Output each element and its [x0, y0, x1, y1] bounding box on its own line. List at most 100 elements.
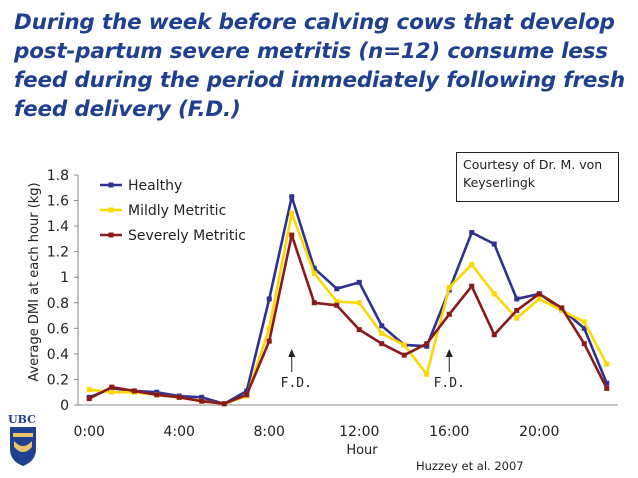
data-point [199, 394, 205, 400]
data-point [109, 384, 115, 390]
fd-arrow-head [445, 349, 453, 357]
data-point [424, 341, 430, 347]
data-point [559, 305, 565, 311]
legend-label: Mildly Metritic [128, 203, 226, 219]
legend-swatch-marker [108, 232, 114, 238]
data-point [581, 319, 587, 325]
data-point [514, 296, 520, 302]
data-point [379, 341, 385, 347]
data-point [514, 315, 520, 321]
series-severely-metritic [86, 232, 610, 407]
fd-annotation-label: F.D. [281, 376, 312, 391]
data-point [536, 296, 542, 302]
y-tick-label: 0.6 [47, 321, 69, 337]
data-point [356, 279, 362, 285]
data-point [581, 341, 587, 347]
data-point [469, 283, 475, 289]
data-point [559, 307, 565, 313]
x-tick-label: 16:00 [429, 424, 469, 440]
series-line [88, 233, 608, 406]
data-point [334, 299, 340, 304]
data-point [446, 311, 452, 317]
x-tick-label: 12:00 [339, 424, 379, 440]
data-point [514, 307, 520, 313]
data-point [311, 270, 317, 276]
data-point [86, 387, 92, 393]
data-point [491, 332, 497, 338]
data-point [176, 394, 182, 400]
courtesy-line-2: Keyserlingk [463, 175, 536, 190]
y-tick-label: 0 [60, 398, 69, 414]
y-axis-title: Average DMI at each hour (kg) [27, 182, 42, 381]
x-tick-label: 20:00 [519, 424, 559, 440]
data-point [401, 352, 407, 358]
y-tick-label: 1.6 [47, 194, 69, 210]
data-point [289, 232, 295, 238]
data-point [199, 398, 205, 404]
x-axis-title: Hour [346, 443, 378, 458]
data-point [604, 385, 610, 391]
data-point [424, 371, 430, 377]
data-point [424, 343, 430, 349]
slide-title: During the week before calving cows that… [14, 10, 625, 122]
legend-swatch-marker [108, 182, 114, 188]
data-point [604, 380, 610, 386]
y-tick-label: 0.8 [47, 296, 69, 312]
data-point [289, 194, 295, 200]
data-point [536, 291, 542, 297]
y-tick-label: 1.2 [47, 245, 69, 261]
data-point [154, 392, 160, 398]
x-tick-label: 0:00 [74, 424, 105, 440]
y-tick-label: 1 [60, 270, 69, 286]
data-point [109, 389, 115, 395]
chart-legend: Healthy Mildly Metritic Severely Metritic [100, 178, 246, 244]
courtesy-box: Courtesy of Dr. M. von Keyserlingk [456, 152, 619, 202]
data-point [581, 325, 587, 331]
data-point [289, 210, 295, 216]
x-tick-label: 4:00 [164, 424, 195, 440]
courtesy-line-1: Courtesy of Dr. M. von [463, 157, 603, 172]
data-point [491, 241, 497, 247]
chart-axes: 0 0.2 0.4 0.6 0.8 1 1.2 1.4 1.6 1.8 0:00 4:00 8:00 12… [27, 168, 618, 458]
legend-swatch-marker [108, 207, 114, 213]
data-point [446, 284, 452, 290]
data-point [266, 296, 272, 302]
data-point [334, 286, 340, 292]
logo-text: UBC [8, 413, 36, 426]
data-point [154, 389, 160, 395]
legend-label: Healthy [128, 178, 182, 194]
data-point [469, 261, 475, 267]
series-line [88, 195, 608, 406]
data-point [491, 291, 497, 297]
series-layer [86, 194, 610, 407]
data-point [469, 230, 475, 235]
data-point [311, 300, 317, 306]
data-point [266, 325, 272, 331]
data-point [604, 361, 610, 367]
ubc-crest-icon [10, 427, 36, 466]
data-point [379, 330, 385, 336]
legend-label: Severely Metritic [128, 228, 246, 244]
data-point [131, 388, 137, 394]
fd-annotation-label: F.D. [434, 376, 465, 391]
y-tick-label: 1.8 [47, 168, 69, 184]
data-point [244, 392, 250, 398]
data-point [221, 401, 227, 407]
data-point [311, 265, 317, 271]
y-tick-label: 0.2 [47, 372, 69, 388]
data-point [356, 327, 362, 333]
y-tick-label: 0.4 [47, 347, 69, 363]
data-point [401, 342, 407, 348]
chart-annotations: F.D. F.D. [281, 349, 465, 391]
x-tick-label: 8:00 [254, 424, 285, 440]
data-point [244, 388, 250, 394]
fd-arrow-head [288, 349, 296, 357]
citation: Huzzey et al. 2007 [416, 459, 524, 473]
data-point [356, 300, 362, 306]
data-point [334, 302, 340, 308]
data-point [379, 323, 385, 329]
data-point [86, 396, 92, 402]
data-point [266, 338, 272, 344]
y-tick-label: 1.4 [47, 219, 69, 235]
